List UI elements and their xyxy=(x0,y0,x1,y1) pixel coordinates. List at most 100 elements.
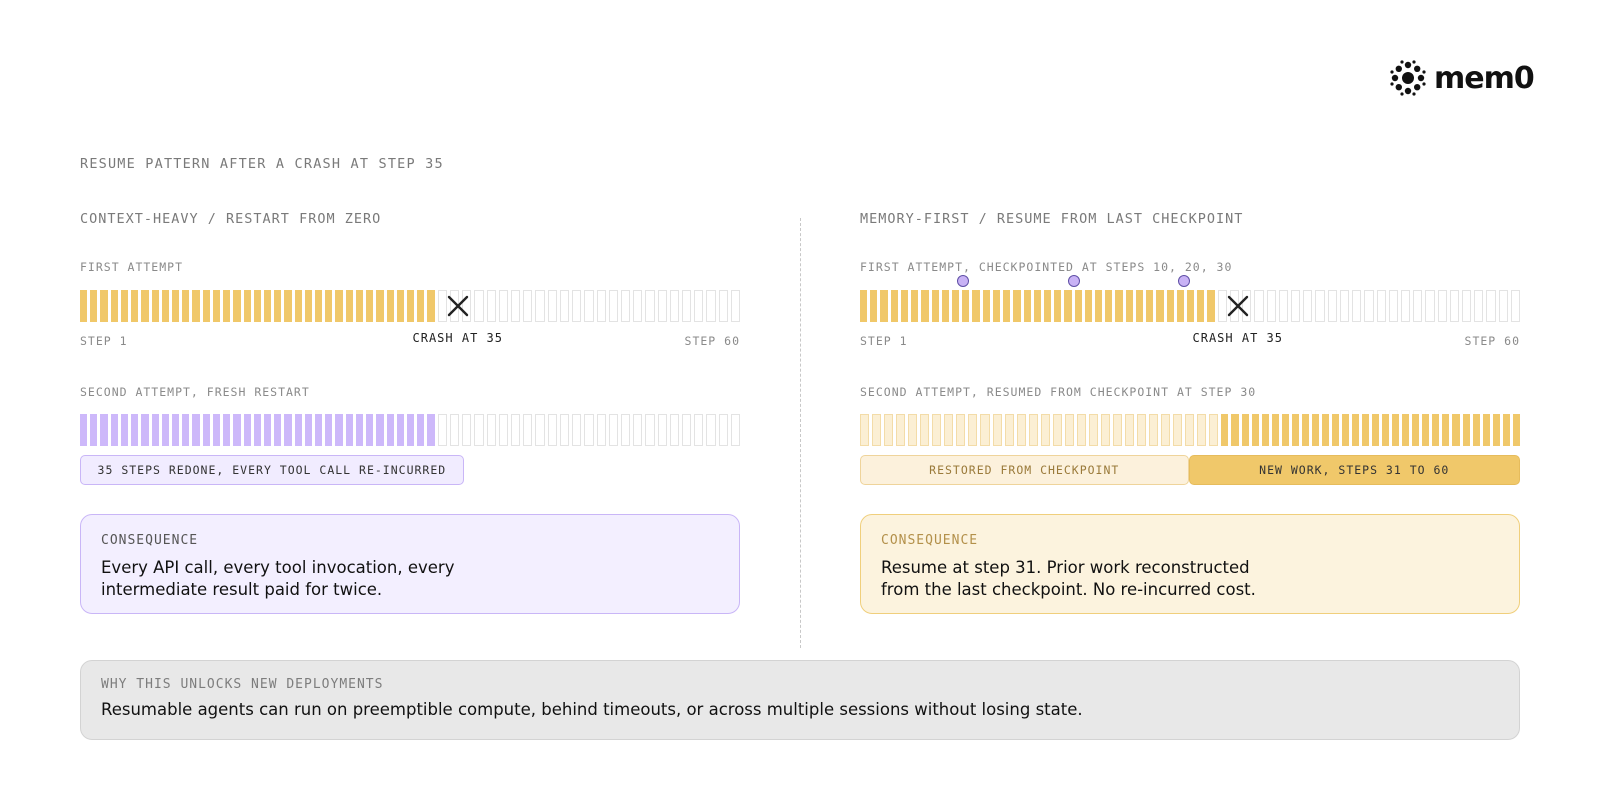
step-cell xyxy=(274,414,282,446)
steps-redone-tag: 35 STEPS REDONE, EVERY TOOL CALL RE-INCU… xyxy=(80,455,464,485)
step-cell xyxy=(449,414,460,446)
step-cell xyxy=(608,290,618,322)
step-cell xyxy=(202,414,210,446)
step-cell xyxy=(243,414,251,446)
left-first-attempt-label: FIRST ATTEMPT xyxy=(80,260,184,274)
step-cell xyxy=(1315,290,1325,322)
left-second-attempt-label: SECOND ATTEMPT, FRESH RESTART xyxy=(80,385,310,399)
step-cell xyxy=(860,414,870,446)
step-cell xyxy=(972,290,980,322)
step-cell xyxy=(956,414,966,446)
right-crash-label: CRASH AT 35 xyxy=(1192,331,1283,345)
step-cell xyxy=(890,290,898,322)
step-cell xyxy=(900,290,909,322)
footer-label: WHY THIS UNLOCKS NEW DEPLOYMENTS xyxy=(101,677,384,692)
step-cell xyxy=(1449,290,1460,322)
step-cell xyxy=(366,290,374,322)
step-cell xyxy=(860,290,868,322)
restored-from-checkpoint-tag: RESTORED FROM CHECKPOINT xyxy=(860,455,1189,485)
step-cell xyxy=(911,290,919,322)
step-cell xyxy=(1166,290,1174,322)
checkpoint-marker xyxy=(1178,275,1191,287)
step-cell xyxy=(498,290,508,322)
step-cell xyxy=(120,414,129,446)
step-cell xyxy=(1033,290,1041,322)
step-cell xyxy=(80,414,88,446)
step-cell xyxy=(1084,290,1093,322)
step-cell xyxy=(880,290,888,322)
step-cell xyxy=(386,414,394,446)
step-cell xyxy=(171,290,180,322)
step-cell xyxy=(932,414,942,446)
step-cell xyxy=(1207,290,1215,322)
step-cell xyxy=(921,290,929,322)
step-cell xyxy=(1076,414,1086,446)
step-cell xyxy=(1004,414,1014,446)
step-cell xyxy=(1156,290,1164,322)
step-cell xyxy=(263,414,272,446)
new-work-tag: NEW WORK, STEPS 31 TO 60 xyxy=(1188,455,1520,485)
step-cell xyxy=(1362,414,1370,446)
step-cell xyxy=(669,414,680,446)
step-cell xyxy=(151,290,159,322)
step-cell xyxy=(730,414,741,446)
right-consequence-card: CONSEQUENCE Resume at step 31. Prior wor… xyxy=(860,514,1520,614)
logo-wordmark: mem0 xyxy=(1434,60,1535,96)
step-cell xyxy=(1432,414,1440,446)
step-cell xyxy=(80,290,88,322)
right-consequence-line-1: Resume at step 31. Prior work reconstruc… xyxy=(881,558,1250,577)
step-cell xyxy=(1231,414,1239,446)
step-cell xyxy=(1474,290,1484,322)
step-cell xyxy=(1388,290,1398,322)
step-cell xyxy=(376,414,384,446)
step-cell xyxy=(730,290,741,322)
step-cell xyxy=(657,290,667,322)
left-consequence-line-1: Every API call, every tool invocation, e… xyxy=(101,558,455,577)
step-cell xyxy=(1013,290,1021,322)
step-cell xyxy=(243,290,251,322)
step-cell xyxy=(535,290,545,322)
step-cell xyxy=(968,414,978,446)
step-cell xyxy=(620,414,631,446)
step-cell xyxy=(1492,414,1500,446)
step-cell xyxy=(633,290,643,322)
step-cell xyxy=(223,290,231,322)
step-cell xyxy=(141,290,149,322)
left-first-attempt-track xyxy=(80,290,741,322)
step-cell xyxy=(462,290,472,322)
step-cell xyxy=(100,414,108,446)
step-cell xyxy=(1425,290,1435,322)
step-cell xyxy=(633,414,643,446)
step-cell xyxy=(376,290,384,322)
right-panel-title: MEMORY-FIRST / RESUME FROM LAST CHECKPOI… xyxy=(860,211,1244,227)
step-cell xyxy=(486,414,496,446)
step-cell xyxy=(1161,414,1171,446)
left-consequence-line-2: intermediate result paid for twice. xyxy=(101,580,383,599)
step-cell xyxy=(572,414,582,446)
step-cell xyxy=(202,290,210,322)
step-cell xyxy=(1028,414,1038,446)
step-cell xyxy=(233,414,241,446)
step-cell xyxy=(120,290,129,322)
step-cell xyxy=(407,290,415,322)
step-cell xyxy=(335,290,343,322)
step-cell xyxy=(523,414,533,446)
step-cell xyxy=(1271,414,1279,446)
step-cell xyxy=(396,414,404,446)
right-consequence-label: CONSEQUENCE xyxy=(881,533,979,548)
crash-x-icon xyxy=(447,295,468,317)
step-cell xyxy=(535,414,545,446)
step-cell xyxy=(304,290,313,322)
step-cell xyxy=(1502,414,1510,446)
step-cell xyxy=(212,290,221,322)
right-step-start-label: STEP 1 xyxy=(860,334,908,348)
step-cell xyxy=(192,414,200,446)
step-cell xyxy=(427,290,435,322)
step-cell xyxy=(620,290,631,322)
step-cell xyxy=(1003,290,1011,322)
step-cell xyxy=(1364,290,1374,322)
step-cell xyxy=(1064,290,1072,322)
step-cell xyxy=(1149,414,1159,446)
step-cell xyxy=(417,414,425,446)
step-cell xyxy=(1331,414,1339,446)
